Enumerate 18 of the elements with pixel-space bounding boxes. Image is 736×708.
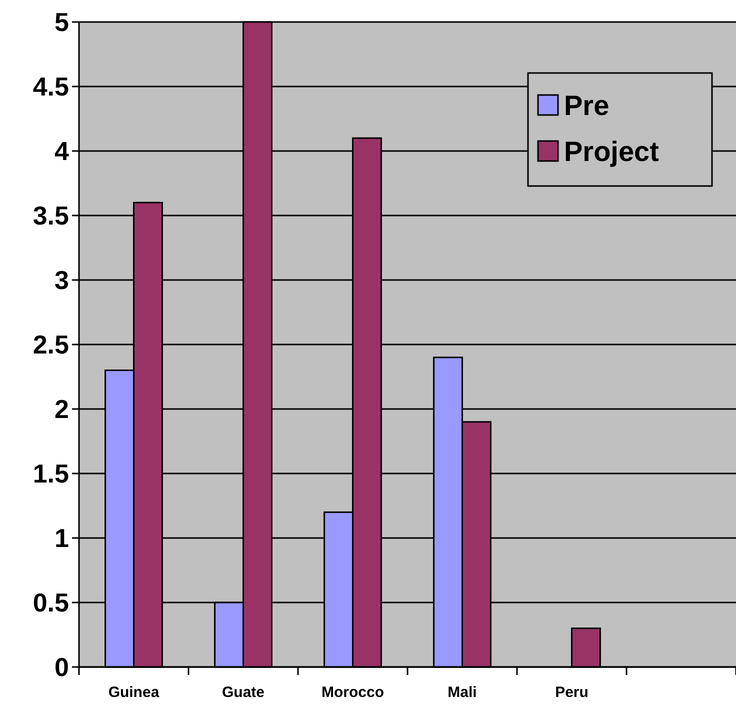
y-tick-label: 4.5	[32, 72, 69, 102]
x-tick-label: Peru	[555, 684, 588, 701]
x-tick-label: Mali	[448, 684, 477, 701]
y-tick-label: 2.5	[32, 330, 69, 360]
y-tick-label: 3.5	[32, 200, 69, 231]
legend-label: Project	[564, 136, 659, 167]
y-tick-label: 0.5	[32, 588, 69, 618]
y-tick-label: 4	[54, 136, 70, 166]
x-tick-label: Morocco	[321, 684, 384, 701]
y-tick-label: 3	[54, 265, 69, 296]
y-tick-label: 2	[54, 394, 69, 424]
y-tick-label: 5	[54, 7, 69, 38]
x-tick-label: Guate	[222, 684, 265, 701]
y-tick-label: 0	[54, 652, 69, 682]
legend-label: Pre	[564, 90, 610, 121]
x-tick-label: Guinea	[108, 684, 160, 701]
y-tick-label: 1.5	[32, 458, 69, 489]
y-tick-label: 1	[54, 523, 69, 554]
